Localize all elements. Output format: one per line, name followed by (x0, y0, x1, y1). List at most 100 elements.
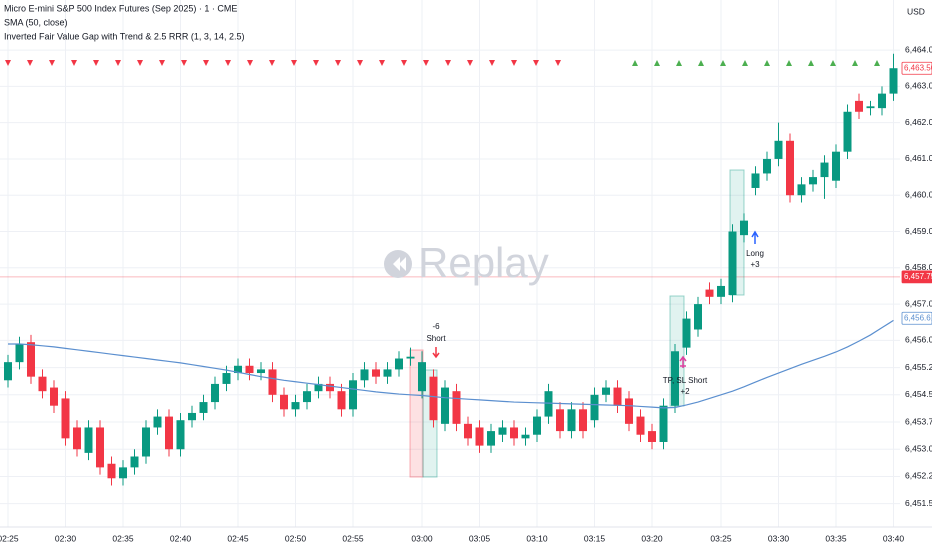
y-tick-label: 6,455.25 (905, 362, 932, 372)
candle-body (234, 365, 242, 374)
candle-body (613, 387, 622, 406)
candle-body (878, 93, 886, 109)
candle-body (291, 402, 300, 410)
candle-body (820, 162, 829, 178)
candle-body (326, 383, 334, 392)
candle-body (751, 173, 760, 188)
candle-body (533, 416, 541, 435)
candle-body (211, 383, 219, 403)
candle-body (395, 358, 403, 370)
x-tick-label: 02:40 (170, 533, 192, 543)
x-tick-label: 02:30 (55, 533, 77, 543)
annotation: Short (426, 334, 446, 343)
candle-body (843, 111, 852, 152)
x-tick-label: 02:35 (112, 533, 134, 543)
trend-marker-down (313, 60, 319, 66)
y-tick-label: 6,459.00 (905, 226, 932, 236)
short-arrow (432, 347, 440, 359)
candle-body (717, 285, 725, 297)
candle-body (199, 402, 208, 413)
trend-marker-down (159, 60, 165, 66)
currency-label: USD (907, 6, 925, 16)
price-label-box (901, 311, 932, 325)
candle-body (84, 427, 93, 453)
candle-body (429, 376, 438, 421)
y-tick-label: 6,456.00 (905, 335, 932, 345)
candle-body (418, 362, 426, 392)
price-label-box (901, 270, 932, 284)
trend-marker-down (225, 60, 231, 66)
x-tick-label: 03:05 (469, 533, 491, 543)
candle-body (832, 151, 840, 181)
candle-body (176, 420, 185, 450)
candle-body (280, 394, 288, 410)
trend-marker-up (632, 60, 638, 66)
y-tick-label: 6,452.25 (905, 471, 932, 481)
y-tick-label: 6,462.00 (905, 117, 932, 127)
trend-marker-up (764, 60, 770, 66)
candle-body (222, 373, 231, 384)
y-tick-label: 6,463.00 (905, 81, 932, 91)
candle-body (349, 380, 357, 410)
axes: 6,464.00 6,463.00 6,462.00 6,461.00 6,460.00… (0, 44, 932, 543)
trend-marker-down (181, 60, 187, 66)
trend-marker-down (27, 60, 33, 66)
x-tick-label: 03:40 (883, 533, 905, 543)
candle-body (96, 427, 104, 468)
candle-body (303, 391, 311, 403)
annotation: +2 (680, 387, 690, 396)
candle-body (337, 391, 346, 410)
candle-body (165, 416, 173, 450)
trend-marker-down (5, 60, 11, 66)
x-tick-label: 02:50 (285, 533, 307, 543)
x-tick-label: 03:10 (526, 533, 548, 543)
annotations: -6 Short TP, SL Short +2 Long +3 (426, 230, 764, 396)
candle-body (73, 427, 81, 450)
trend-marker-down (379, 60, 385, 66)
annotation: TP, SL Short (663, 376, 708, 385)
annotation: Long (746, 249, 764, 258)
indicator-label: SMA (50, close) (4, 17, 68, 27)
watermark: Replay (384, 239, 549, 286)
trend-marker-up (852, 60, 858, 66)
candle-body (797, 184, 806, 196)
candle-body (567, 409, 576, 432)
trend-marker-up (720, 60, 726, 66)
candle-body (510, 427, 518, 439)
y-tick-label: 6,458.00 (905, 262, 932, 272)
candle-body (268, 369, 277, 395)
y-tick-label: 6,453.00 (905, 443, 932, 453)
candle-body (866, 106, 875, 109)
candle-body (728, 231, 737, 296)
x-tick-label: 03:00 (411, 533, 433, 543)
trend-marker-up (808, 60, 814, 66)
trend-marker-up (742, 60, 748, 66)
candle-body (659, 405, 668, 442)
candle-body (464, 423, 472, 439)
trend-marker-down (71, 60, 77, 66)
grid (0, 0, 900, 527)
candle-body (383, 369, 392, 377)
plot (4, 53, 898, 486)
candle-body (740, 220, 748, 236)
candle-body (27, 342, 35, 377)
candle-body (188, 412, 196, 421)
candle-body (705, 289, 714, 297)
candle-body (774, 140, 783, 159)
candle-body (809, 177, 817, 185)
trend-marker-down (49, 60, 55, 66)
trend-marker-down (555, 60, 561, 66)
candle-body (521, 434, 530, 439)
chart-title: Micro E-mini S&P 500 Index Futures (Sep … (4, 3, 237, 13)
trend-marker-down (401, 60, 407, 66)
candle-body (625, 398, 633, 424)
candle-body (372, 369, 380, 377)
trend-marker-up (786, 60, 792, 66)
trend-marker-up (830, 60, 836, 66)
candle-body (648, 431, 656, 442)
trend-marker-down (445, 60, 451, 66)
price-label: 6,456.61 (904, 313, 932, 322)
candle-body (475, 427, 484, 446)
